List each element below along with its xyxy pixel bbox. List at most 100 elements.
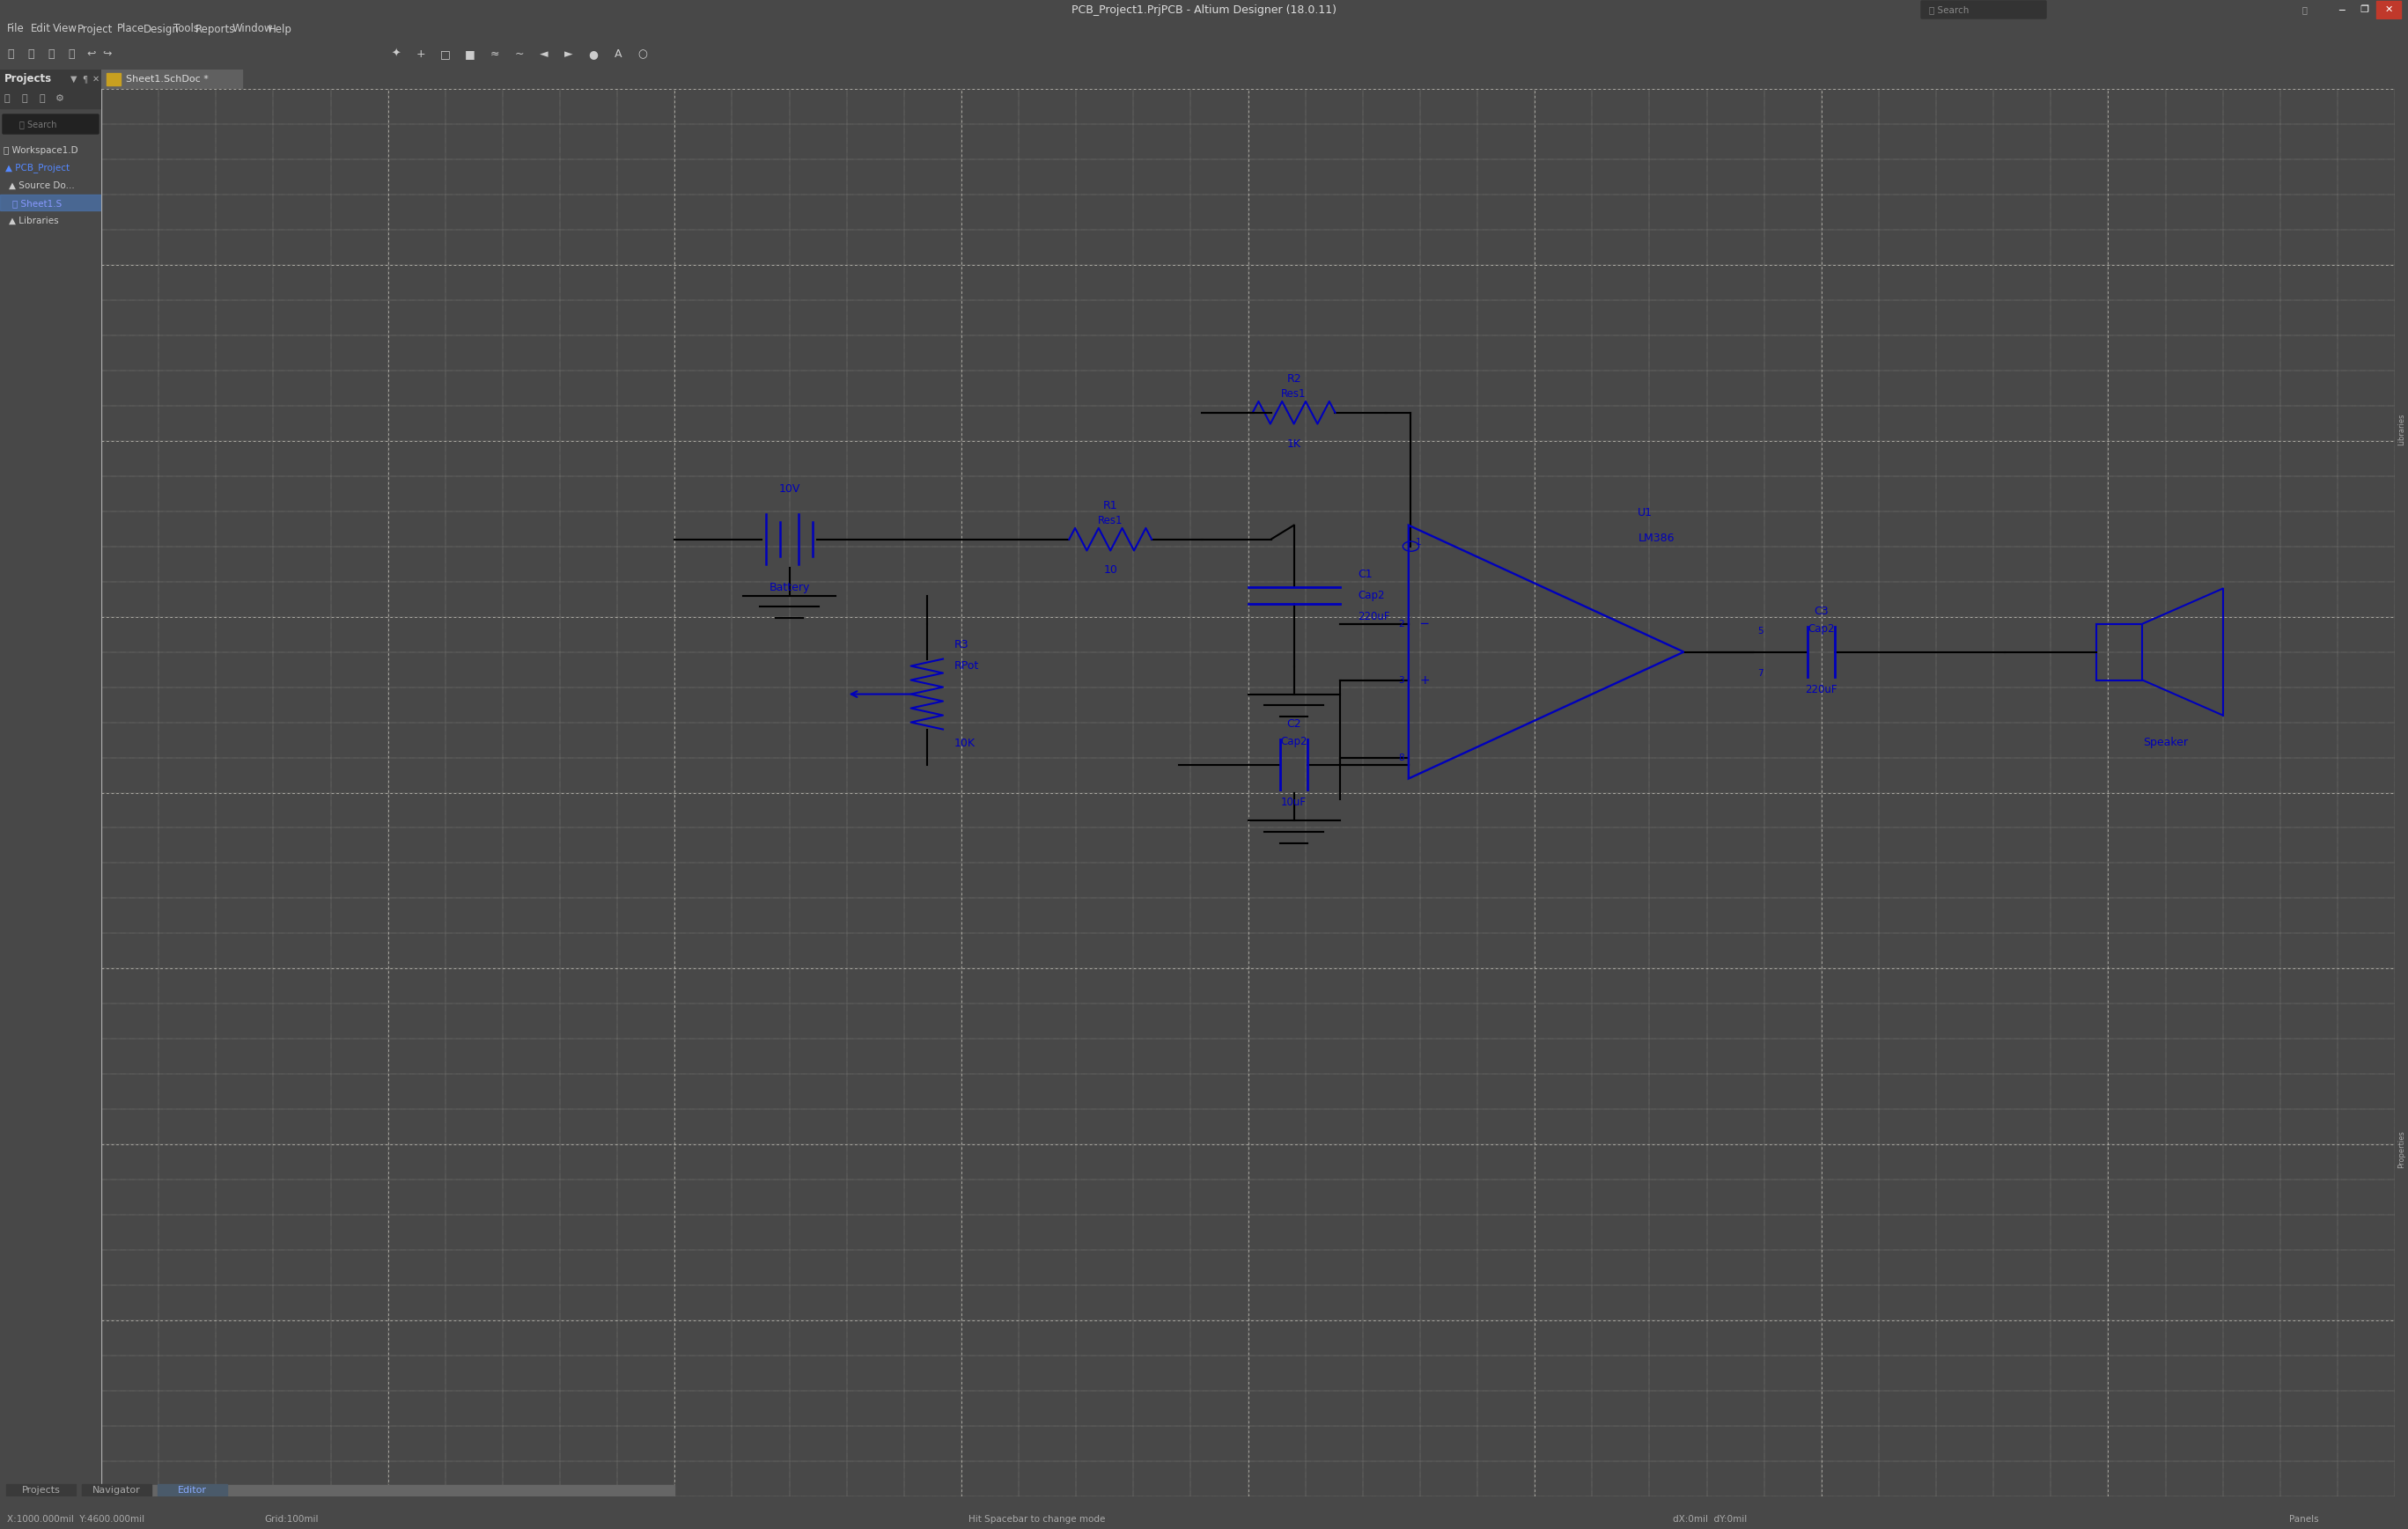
Bar — [2377, 2, 2401, 18]
Text: Help: Help — [270, 23, 291, 35]
Text: 🖨: 🖨 — [48, 49, 55, 60]
Text: ✦: ✦ — [393, 49, 400, 60]
Bar — [0, 194, 101, 211]
Text: ~: ~ — [515, 49, 525, 60]
Text: View: View — [53, 23, 77, 35]
Text: Reports: Reports — [195, 23, 236, 35]
Text: RPot: RPot — [954, 661, 980, 671]
Text: 2: 2 — [1399, 619, 1404, 628]
Text: C3: C3 — [1813, 605, 1828, 616]
Text: Sheet1.SchDoc *: Sheet1.SchDoc * — [125, 75, 209, 84]
Text: ↪: ↪ — [104, 49, 113, 60]
Bar — [101, 1485, 674, 1495]
Text: Design: Design — [144, 23, 181, 35]
Text: 📂: 📂 — [39, 95, 46, 102]
Text: Properties: Properties — [2398, 1131, 2406, 1168]
Text: ►: ► — [563, 49, 573, 60]
Text: C1: C1 — [1358, 569, 1373, 579]
Text: 1: 1 — [1416, 538, 1421, 546]
Text: Panels: Panels — [2290, 1515, 2319, 1524]
Bar — [157, 1483, 226, 1495]
Text: 8: 8 — [1399, 754, 1404, 761]
FancyBboxPatch shape — [1922, 2, 2047, 18]
Text: 10uF: 10uF — [1281, 797, 1308, 809]
Text: 10K: 10K — [954, 737, 975, 749]
Text: ─: ─ — [1421, 618, 1428, 630]
Text: Cap2: Cap2 — [1281, 735, 1308, 748]
Text: ✕: ✕ — [2384, 5, 2394, 14]
Bar — [5, 1483, 75, 1495]
Text: Editor: Editor — [178, 1486, 207, 1494]
Bar — [2097, 624, 2143, 680]
Text: Hit Spacebar to change mode: Hit Spacebar to change mode — [968, 1515, 1105, 1524]
Text: ▲ PCB_Project: ▲ PCB_Project — [5, 164, 70, 173]
Bar — [0, 69, 101, 89]
Text: 💾: 💾 — [26, 49, 34, 60]
Text: □: □ — [441, 49, 450, 60]
Text: Edit: Edit — [31, 23, 51, 35]
Text: ¶: ¶ — [82, 75, 87, 84]
Text: R1: R1 — [1103, 500, 1117, 511]
Text: 🔍 Search: 🔍 Search — [19, 119, 58, 128]
Text: X:1000.000mil  Y:4600.000mil: X:1000.000mil Y:4600.000mil — [7, 1515, 144, 1524]
Text: 10V: 10V — [778, 483, 799, 494]
FancyBboxPatch shape — [101, 69, 243, 89]
FancyBboxPatch shape — [2, 115, 99, 135]
Text: Cap2: Cap2 — [1808, 624, 1835, 635]
Text: +: + — [417, 49, 426, 60]
Text: Cap2: Cap2 — [1358, 590, 1385, 601]
Text: ▼: ▼ — [70, 75, 77, 84]
Text: Speaker: Speaker — [2143, 737, 2189, 748]
Bar — [106, 73, 120, 86]
Text: ↩: ↩ — [87, 49, 96, 60]
Text: 7: 7 — [1758, 668, 1763, 677]
Text: dX:0mil  dY:0mil: dX:0mil dY:0mil — [1674, 1515, 1748, 1524]
Text: 📂: 📂 — [67, 49, 75, 60]
Text: 1K: 1K — [1286, 437, 1300, 450]
Text: 220uF: 220uF — [1358, 612, 1389, 622]
Text: 🔍 Search: 🔍 Search — [1929, 5, 1970, 14]
Text: Libraries: Libraries — [2398, 413, 2406, 445]
Text: ■: ■ — [465, 49, 474, 60]
Text: A: A — [614, 49, 621, 60]
Text: ✕: ✕ — [92, 75, 99, 84]
Text: Tools: Tools — [173, 23, 200, 35]
Text: 5: 5 — [1758, 627, 1763, 635]
Bar — [82, 1483, 152, 1495]
Text: 📋: 📋 — [22, 95, 26, 102]
Text: ⭐: ⭐ — [7, 49, 14, 60]
Text: Res1: Res1 — [1281, 388, 1308, 401]
Text: ○: ○ — [638, 49, 648, 60]
Text: 3: 3 — [1399, 676, 1404, 685]
Text: ─: ─ — [2338, 5, 2345, 14]
Text: Window: Window — [234, 23, 275, 35]
Text: R3: R3 — [954, 639, 968, 651]
Text: 💾: 💾 — [5, 95, 10, 102]
Text: 10: 10 — [1103, 564, 1117, 576]
Text: ◄: ◄ — [539, 49, 549, 60]
Text: LM386: LM386 — [1637, 532, 1674, 544]
Text: Battery: Battery — [768, 581, 809, 593]
Text: ▲ Source Do...: ▲ Source Do... — [10, 182, 75, 190]
Text: ⚙: ⚙ — [55, 95, 65, 102]
Text: Navigator: Navigator — [92, 1486, 140, 1494]
Text: 🔔: 🔔 — [2302, 5, 2307, 14]
Text: Grid:100mil: Grid:100mil — [265, 1515, 318, 1524]
Text: R2: R2 — [1286, 373, 1300, 384]
Text: 220uF: 220uF — [1806, 685, 1837, 696]
Text: Project: Project — [77, 23, 113, 35]
Text: ●: ● — [588, 49, 597, 60]
Text: ▲ Libraries: ▲ Libraries — [10, 217, 58, 225]
Text: PCB_Project1.PrjPCB - Altium Designer (18.0.11): PCB_Project1.PrjPCB - Altium Designer (1… — [1072, 5, 1336, 15]
Text: 📄 Sheet1.S: 📄 Sheet1.S — [12, 199, 63, 208]
Text: C2: C2 — [1286, 719, 1300, 729]
Text: Res1: Res1 — [1098, 515, 1122, 526]
Text: Place: Place — [118, 23, 144, 35]
Text: ≈: ≈ — [491, 49, 498, 60]
Text: +: + — [1421, 674, 1430, 687]
Text: 📦 Workspace1.D: 📦 Workspace1.D — [2, 147, 77, 154]
Bar — [0, 89, 101, 109]
Text: Projects: Projects — [5, 73, 53, 86]
Text: ❐: ❐ — [2360, 5, 2369, 14]
Text: Projects: Projects — [22, 1486, 60, 1494]
